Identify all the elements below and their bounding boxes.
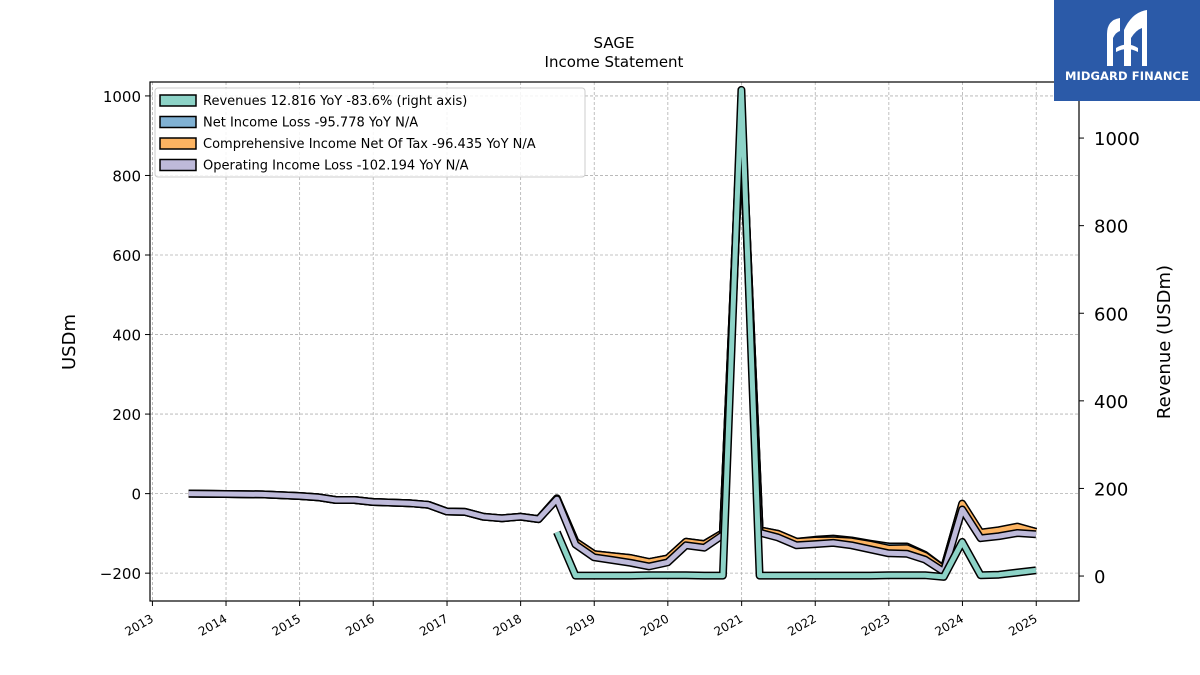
x-tick-label: 2017 [417,611,450,638]
y-tick-label-right: 200 [1094,479,1128,500]
x-tick-label: 2019 [564,611,597,638]
legend-swatch [159,158,197,172]
y-axis-label-right: Revenue (USDm) [1154,265,1175,419]
plot-frame [149,81,1080,602]
y-tick-label-left: 1000 [103,88,141,106]
y-tick-label-left: 200 [112,406,141,424]
series-layer [188,85,1038,581]
y-tick-label-right: 0 [1094,567,1105,588]
legend-swatch [159,115,197,129]
x-tick-label: 2024 [932,611,965,638]
y-tick-label-left: 600 [112,247,141,265]
y-tick-label-right: 800 [1094,217,1128,238]
series-0-line [554,87,1037,580]
x-tick-label: 2015 [270,611,303,638]
chart-subtitle: Income Statement [545,53,684,71]
logo-mark-icon [1107,10,1147,66]
series-3-line [188,107,1037,575]
x-tick-label: 2020 [638,611,671,638]
y-tick-label-right: 400 [1094,392,1128,413]
x-tick-label: 2021 [712,611,745,638]
series-3-outline [188,105,1037,576]
legend-swatch [159,137,197,150]
legend-swatch [159,94,197,107]
x-tick-label: 2016 [343,611,376,638]
legend-label: Net Income Loss -95.778 YoY N/A [203,116,418,131]
y-tick-label-left: 0 [131,486,141,504]
legend-box [154,87,586,178]
logo-text: MIDGARD FINANCE [1064,69,1190,83]
y-tick-label-right: 600 [1094,304,1128,325]
axes: −200 0 200 400 600 800 1000 0 200 400 600 800 1000 20… [100,88,1140,639]
y-tick-label-left: 800 [112,167,141,185]
y-tick-label-right: 1000 [1094,129,1140,150]
x-tick-label: 2025 [1006,611,1039,638]
legend-label: Comprehensive Income Net Of Tax -96.435 … [203,137,536,152]
y-axis-label-left: USDm [59,314,80,370]
x-tick-label: 2014 [196,611,229,638]
x-tick-label: 2022 [785,611,818,638]
x-tick-label: 2013 [122,611,155,638]
x-tick-label: 2018 [491,611,524,638]
chart-title: SAGE [594,34,635,52]
midgard-finance-logo: MIDGARD FINANCE [1054,0,1200,101]
x-tick-label: 2023 [859,611,892,638]
legend: Revenues 12.816 YoY -83.6% (right axis) N… [154,87,586,178]
legend-label: Revenues 12.816 YoY -83.6% (right axis) [203,94,467,109]
y-tick-label-left: −200 [100,565,141,583]
legend-label: Operating Income Loss -102.194 YoY N/A [203,159,469,174]
y-tick-label-left: 400 [112,327,141,345]
